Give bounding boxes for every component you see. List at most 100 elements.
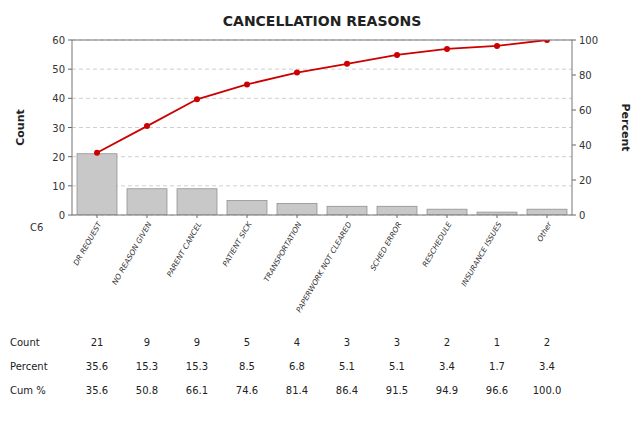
- tick-label: 80: [579, 70, 592, 81]
- table-cell: 5.1: [339, 361, 355, 372]
- tick: [68, 127, 72, 128]
- tick: [297, 215, 298, 218]
- tick: [197, 215, 198, 218]
- tick: [97, 215, 98, 218]
- table-cell: 4: [294, 337, 300, 348]
- table-cell: 3: [344, 337, 350, 348]
- category-label: PARENT CANCEL: [165, 220, 204, 278]
- tick-label: 100: [579, 35, 598, 46]
- tick: [572, 110, 576, 111]
- marker: [444, 46, 450, 52]
- bar: [427, 209, 467, 215]
- tick: [572, 75, 576, 76]
- tick: [68, 156, 72, 157]
- table-cell: 1: [494, 337, 500, 348]
- tick: [347, 215, 348, 218]
- table-cell: 1.7: [489, 361, 505, 372]
- category-label: DR REQUEST: [71, 219, 104, 267]
- marker: [194, 96, 200, 102]
- marker: [94, 150, 100, 156]
- category-label: RESCHEDULE: [421, 220, 454, 268]
- tick: [68, 185, 72, 186]
- table-cell: 86.4: [336, 385, 358, 396]
- bar: [377, 206, 417, 215]
- table-cell: 100.0: [533, 385, 562, 396]
- table-cell: 9: [144, 337, 150, 348]
- bar: [277, 203, 317, 215]
- axis-label: C6: [30, 222, 43, 233]
- tick: [572, 40, 576, 41]
- table-cell: 81.4: [286, 385, 308, 396]
- marker: [144, 123, 150, 129]
- table-cell: 15.3: [186, 361, 208, 372]
- tick: [147, 215, 148, 218]
- table-cell: 5: [244, 337, 250, 348]
- tick-label: 0: [579, 210, 585, 221]
- marker: [394, 52, 400, 58]
- category-label: SCHED ERROR: [368, 220, 403, 272]
- chart: CANCELLATION REASONS 0 10 20 30 40 50 60 0 20 40 60…: [0, 0, 640, 426]
- table-cell: 21: [91, 337, 104, 348]
- bar: [327, 206, 367, 215]
- tick-label: 60: [579, 105, 592, 116]
- category-label: TRANSPORTATION: [262, 220, 304, 283]
- table-row-label: Count: [10, 337, 40, 348]
- title: CANCELLATION REASONS: [223, 13, 421, 29]
- tick-label: 40: [52, 93, 65, 104]
- table-cell: 9: [194, 337, 200, 348]
- table-row-label: Percent: [10, 361, 48, 372]
- tick-label: 50: [52, 64, 65, 75]
- table-cell: 74.6: [236, 385, 258, 396]
- table-cell: 3.4: [539, 361, 555, 372]
- frame: [72, 40, 572, 215]
- bar: [177, 189, 217, 215]
- marks: [77, 40, 567, 215]
- grid-line: [72, 156, 572, 157]
- tick-label: 0: [59, 210, 65, 221]
- grid-line: [72, 185, 572, 186]
- tick-label: 10: [52, 181, 65, 192]
- marker: [344, 61, 350, 67]
- category-label: INSURANCE ISSUES: [459, 220, 503, 288]
- tick: [68, 69, 72, 70]
- tick: [397, 215, 398, 218]
- marker: [294, 70, 300, 76]
- tick-label: 60: [52, 35, 65, 46]
- tick-label: 20: [52, 152, 65, 163]
- table-cell: 8.5: [239, 361, 255, 372]
- tick: [68, 215, 72, 216]
- tick: [572, 145, 576, 146]
- table-cell: 5.1: [389, 361, 405, 372]
- tick: [68, 40, 72, 41]
- table-cell: 2: [444, 337, 450, 348]
- bar: [77, 154, 117, 215]
- table-cell: 35.6: [86, 385, 108, 396]
- line: [97, 40, 547, 153]
- table-cell: 6.8: [289, 361, 305, 372]
- category-label: Other: [535, 220, 554, 244]
- category-label: PAPERWORK NOT CLEARED: [294, 220, 353, 314]
- table-cell: 94.9: [436, 385, 458, 396]
- plot-area: [72, 40, 572, 215]
- tick: [572, 215, 576, 216]
- bar: [127, 189, 167, 215]
- bar: [227, 200, 267, 215]
- axis-label: Count: [14, 109, 27, 146]
- tick: [572, 180, 576, 181]
- axis-label: Percent: [619, 103, 632, 151]
- table-cell: 2: [544, 337, 550, 348]
- table-row-label: Cum %: [10, 385, 46, 396]
- table-cell: 96.6: [486, 385, 508, 396]
- table-cell: 3.4: [439, 361, 455, 372]
- tick-label: 40: [579, 140, 592, 151]
- table-cell: 91.5: [386, 385, 408, 396]
- table-cell: 3: [394, 337, 400, 348]
- category-label: NO REASON GIVEN: [110, 220, 154, 286]
- marker: [494, 43, 500, 49]
- table-cell: 50.8: [136, 385, 158, 396]
- tick-label: 30: [52, 123, 65, 134]
- tick-label: 20: [579, 175, 592, 186]
- tick: [547, 215, 548, 218]
- tick: [247, 215, 248, 218]
- grid-line: [72, 98, 572, 99]
